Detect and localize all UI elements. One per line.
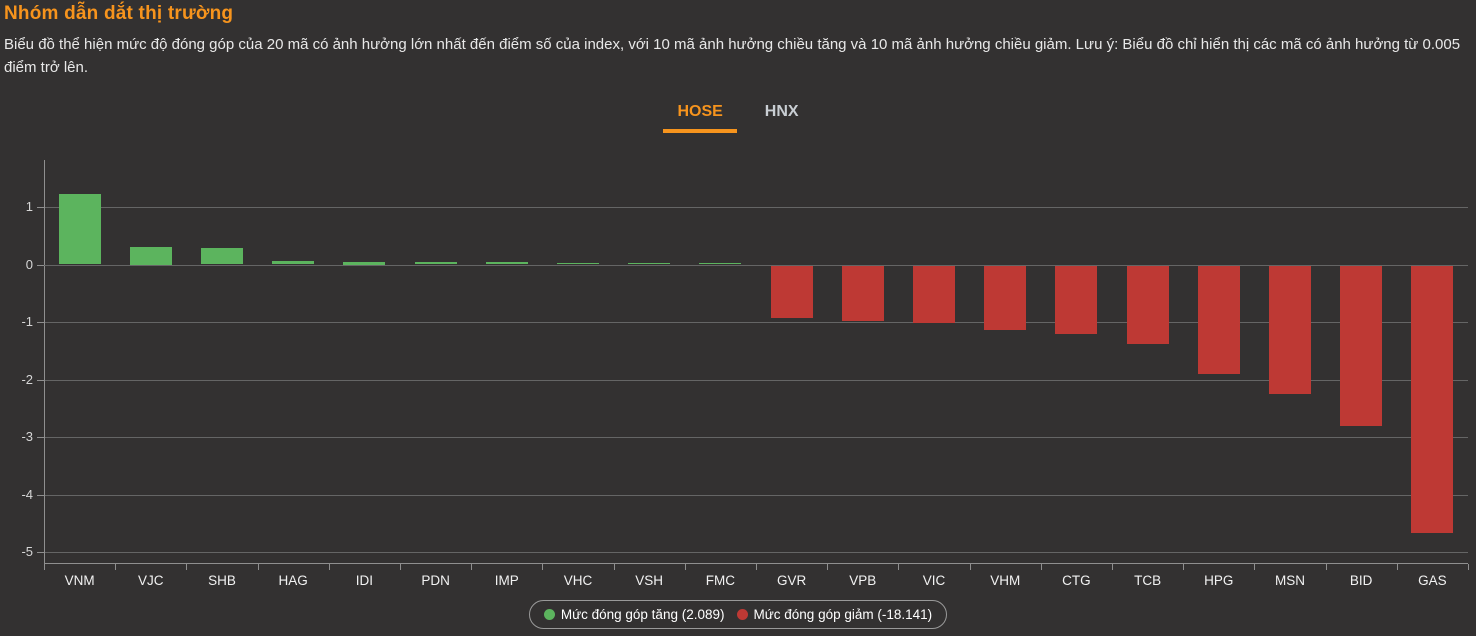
x-label-BID: BID [1349, 573, 1373, 588]
x-label-GAS: GAS [1418, 573, 1447, 588]
x-axis-tick [257, 564, 259, 570]
bar-MSN[interactable] [1269, 265, 1311, 395]
tab-hnx[interactable]: HNX [764, 103, 799, 120]
x-label-HAG: HAG [278, 573, 308, 588]
y-axis-tick [37, 379, 44, 381]
x-axis-tick [44, 564, 45, 570]
x-label-SHB: SHB [208, 573, 236, 588]
x-label-VNM: VNM [64, 573, 95, 588]
x-axis-tick [969, 564, 971, 570]
bar-GAS[interactable] [1411, 265, 1454, 533]
x-axis-tick [328, 564, 330, 570]
legend-item-positive[interactable]: Mức đóng góp tăng (2.089) [543, 607, 725, 622]
x-axis-tick [898, 564, 900, 570]
x-axis-tick [542, 564, 544, 570]
chart-legend-row: Mức đóng góp tăng (2.089) Mức đóng góp g… [0, 600, 1476, 629]
gridline [44, 552, 1468, 553]
bar-VSH[interactable] [628, 262, 671, 265]
x-label-VIC: VIC [922, 573, 946, 588]
y-axis-line [44, 160, 45, 563]
x-axis-tick [400, 564, 401, 570]
x-label-FMC: FMC [705, 573, 736, 588]
x-label-PDN: PDN [421, 573, 450, 588]
bar-VHM[interactable] [984, 265, 1027, 331]
x-label-IMP: IMP [494, 573, 519, 588]
bar-SHB[interactable] [201, 248, 243, 265]
y-axis-tick [37, 494, 44, 496]
y-axis-tick [37, 552, 44, 553]
gridline [44, 494, 1468, 496]
y-axis-label: 0 [25, 256, 33, 272]
x-axis-tick [115, 564, 117, 570]
page-title: Nhóm dẫn dắt thị trường [4, 3, 234, 24]
x-axis-tick [1112, 564, 1113, 570]
bar-GVR[interactable] [770, 265, 813, 319]
x-label-VHM: VHM [990, 573, 1021, 588]
bar-HPG[interactable] [1197, 265, 1240, 375]
bar-VNM[interactable] [58, 193, 101, 265]
bar-HAG[interactable] [272, 261, 315, 265]
tab-hose[interactable]: HOSE [663, 99, 737, 133]
x-axis-tick [471, 564, 473, 570]
x-axis-tick [1468, 564, 1469, 570]
x-label-VPB: VPB [849, 573, 877, 588]
bar-VPB[interactable] [841, 265, 884, 321]
x-axis-tick [1396, 564, 1398, 570]
x-axis-tick [186, 564, 188, 570]
y-axis-tick [37, 264, 44, 266]
bar-PDN[interactable] [414, 262, 457, 265]
bar-IDI[interactable] [343, 261, 386, 265]
x-axis-tick [756, 564, 757, 570]
gridline [44, 437, 1468, 438]
positive-series-dot-icon [543, 609, 555, 620]
x-axis-tick [1325, 564, 1327, 570]
negative-series-dot-icon [736, 609, 748, 620]
x-label-VJC: VJC [138, 573, 164, 588]
legend-label-negative: Mức đóng góp giảm (-18.141) [753, 607, 933, 622]
gridline [44, 322, 1468, 323]
x-label-CTG: CTG [1062, 573, 1091, 588]
x-label-MSN: MSN [1275, 573, 1305, 588]
y-axis-label: -1 [21, 314, 33, 329]
x-label-TCB: TCB [1134, 573, 1162, 588]
x-axis-tick [684, 564, 686, 570]
bar-BID[interactable] [1340, 265, 1383, 426]
legend-item-negative[interactable]: Mức đóng góp giảm (-18.141) [736, 607, 933, 622]
bar-IMP[interactable] [485, 262, 528, 265]
y-axis-label: -4 [21, 486, 33, 502]
x-label-GVR: GVR [776, 573, 807, 588]
x-axis-tick [1254, 564, 1256, 570]
bar-CTG[interactable] [1055, 265, 1098, 334]
exchange-tabs: HOSE HNX [0, 99, 1476, 133]
y-axis-tick [37, 437, 44, 438]
y-axis-label: -5 [21, 544, 33, 559]
x-label-HPG: HPG [1204, 573, 1234, 588]
x-axis-line [44, 563, 1468, 564]
zero-gridline [44, 264, 1468, 266]
y-axis-tick [37, 322, 44, 323]
legend-label-positive: Mức đóng góp tăng (2.089) [560, 607, 725, 622]
bar-VJC[interactable] [129, 247, 172, 265]
x-axis-tick [1040, 564, 1042, 570]
bar-FMC[interactable] [699, 262, 742, 265]
gridline [44, 207, 1468, 208]
bar-TCB[interactable] [1126, 265, 1169, 345]
x-label-VSH: VSH [635, 573, 664, 588]
y-axis-label: -3 [21, 429, 33, 444]
bar-VIC[interactable] [913, 265, 955, 323]
x-axis-tick [1183, 564, 1185, 570]
x-label-IDI: IDI [355, 573, 374, 588]
page-description: Biểu đồ thể hiện mức độ đóng góp của 20 … [4, 36, 1461, 76]
y-axis-tick [37, 207, 44, 208]
chart-legend: Mức đóng góp tăng (2.089) Mức đóng góp g… [528, 600, 948, 629]
y-axis-label: -2 [21, 371, 33, 387]
x-axis-tick [827, 564, 829, 570]
x-label-VHC: VHC [563, 573, 593, 588]
contribution-chart: 1 0 -1 -2 -3 -4 -5 VNM VJC SHB HAG IDI PDN IMP VHC VSH F… [21, 160, 1469, 588]
x-axis-tick [613, 564, 615, 570]
bar-VHC[interactable] [557, 262, 599, 265]
y-axis-label: 1 [25, 199, 33, 214]
gridline [44, 379, 1468, 381]
